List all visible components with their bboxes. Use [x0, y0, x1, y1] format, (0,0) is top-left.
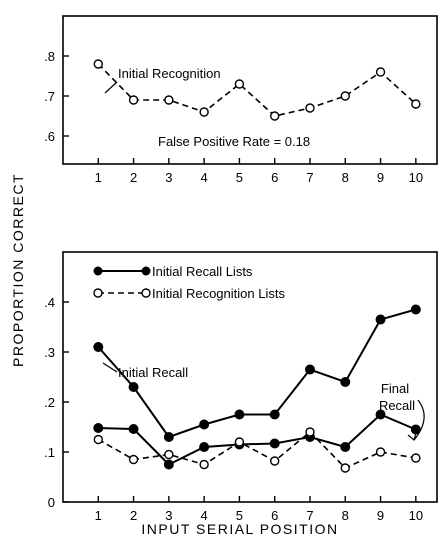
data-point: [377, 68, 385, 76]
initial-recognition-label: Initial Recognition: [118, 66, 221, 81]
y-tick-label: .3: [44, 345, 55, 360]
data-point: [305, 365, 314, 374]
data-point: [411, 305, 420, 314]
y-tick-label: .4: [44, 295, 55, 310]
data-point: [270, 410, 279, 419]
x-tick-label: 10: [409, 170, 423, 185]
data-point: [271, 457, 279, 465]
y-tick-label: .1: [44, 445, 55, 460]
data-point: [200, 420, 209, 429]
legend-initial-recognition-lists: Initial Recognition Lists: [152, 286, 285, 301]
legend-open-marker-left: [94, 289, 102, 297]
final-recall-label-line2: Recall: [379, 398, 415, 413]
data-point: [341, 378, 350, 387]
data-point: [306, 428, 314, 436]
data-point: [341, 92, 349, 100]
legend-filled-marker-right: [142, 267, 151, 276]
x-tick-label: 6: [271, 508, 278, 523]
y-tick-label: .8: [44, 49, 55, 64]
initial-recognition-pointer: [105, 82, 117, 93]
data-point: [130, 96, 138, 104]
x-tick-label: 1: [95, 170, 102, 185]
data-point: [341, 443, 350, 452]
legend-initial-recall-lists: Initial Recall Lists: [152, 264, 253, 279]
data-point: [377, 448, 385, 456]
legend: Initial Recall Lists Initial Recognition…: [94, 264, 286, 301]
x-tick-label: 3: [165, 170, 172, 185]
data-point: [412, 100, 420, 108]
initial-recall-label: Initial Recall: [118, 365, 188, 380]
x-tick-label: 10: [409, 508, 423, 523]
data-point: [164, 460, 173, 469]
x-tick-label: 9: [377, 508, 384, 523]
data-point: [306, 104, 314, 112]
x-tick-label: 5: [236, 508, 243, 523]
data-point: [165, 451, 173, 459]
data-point: [129, 383, 138, 392]
data-point: [376, 315, 385, 324]
data-point: [130, 456, 138, 464]
x-tick-label: 7: [306, 508, 313, 523]
x-tick-label: 8: [342, 170, 349, 185]
legend-open-marker-right: [142, 289, 150, 297]
x-tick-label: 2: [130, 170, 137, 185]
x-tick-label: 2: [130, 508, 137, 523]
data-point: [164, 433, 173, 442]
x-tick-label: 7: [306, 170, 313, 185]
x-tick-label: 9: [377, 170, 384, 185]
data-point: [94, 343, 103, 352]
data-point: [235, 438, 243, 446]
bottom-panel: 1 2 3 4 5 6 7 8 9 10 0 .1 .2 .3 .4 Initial Recall List…: [44, 252, 437, 523]
x-tick-label: 4: [201, 170, 208, 185]
x-tick-label: 1: [95, 508, 102, 523]
x-axis-label: INPUT SERIAL POSITION: [141, 521, 338, 537]
data-point: [94, 436, 102, 444]
y-tick-label: .2: [44, 395, 55, 410]
data-point: [200, 461, 208, 469]
legend-filled-marker-left: [94, 267, 103, 276]
y-tick-label: .7: [44, 89, 55, 104]
data-point: [94, 60, 102, 68]
data-point: [412, 454, 420, 462]
x-tick-label: 8: [342, 508, 349, 523]
top-panel: 1 2 3 4 5 6 7 8 9 10 .6 .7 .8 Initial Recognition Fa…: [44, 16, 437, 185]
x-tick-label: 4: [201, 508, 208, 523]
data-point: [200, 108, 208, 116]
data-point: [235, 80, 243, 88]
data-point: [94, 424, 103, 433]
false-positive-label: False Positive Rate = 0.18: [158, 134, 310, 149]
y-tick-label: 0: [48, 495, 55, 510]
data-point: [271, 112, 279, 120]
data-point: [341, 464, 349, 472]
data-point: [235, 410, 244, 419]
y-axis-label: PROPORTION CORRECT: [10, 173, 26, 367]
data-point: [165, 96, 173, 104]
data-point: [129, 425, 138, 434]
x-tick-label: 3: [165, 508, 172, 523]
data-point: [270, 439, 279, 448]
data-point: [200, 443, 209, 452]
y-tick-label: .6: [44, 129, 55, 144]
x-tick-label: 6: [271, 170, 278, 185]
series-line-1-2: [98, 432, 416, 468]
x-tick-label: 5: [236, 170, 243, 185]
final-recall-label-line1: Final: [381, 381, 409, 396]
